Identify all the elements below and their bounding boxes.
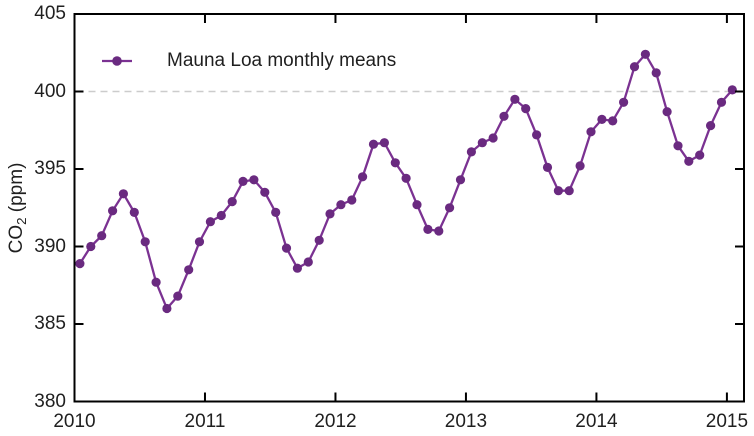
x-tick-label: 2015 — [705, 411, 749, 432]
data-point-marker — [129, 207, 139, 217]
y-tick-label: 390 — [34, 235, 66, 257]
data-point-marker — [695, 150, 705, 160]
data-point-marker — [281, 243, 292, 253]
legend: Mauna Loa monthly means — [101, 47, 396, 75]
y-tick-label: 405 — [34, 3, 66, 24]
data-point-marker — [401, 173, 411, 183]
data-point-marker — [466, 147, 476, 157]
y-tick-label: 380 — [34, 390, 66, 412]
data-point-marker — [184, 265, 194, 275]
data-point-marker — [325, 209, 335, 219]
data-point-marker — [358, 172, 368, 182]
y-axis-label-subscript: 2 — [14, 217, 29, 225]
data-point-marker — [455, 175, 466, 185]
data-point-marker — [390, 158, 400, 168]
data-point-marker — [271, 207, 281, 217]
data-point-marker — [86, 241, 96, 252]
data-point-marker — [379, 138, 389, 148]
data-point-marker — [488, 133, 498, 143]
y-tick-label: 385 — [34, 313, 66, 334]
data-point-marker — [575, 161, 585, 171]
data-point-marker — [597, 114, 607, 124]
data-point-marker — [238, 176, 248, 186]
y-tick-label: 400 — [34, 80, 66, 102]
data-point-marker — [194, 237, 205, 247]
data-point-marker — [368, 139, 379, 149]
data-point-marker — [118, 189, 128, 199]
data-point-marker — [108, 206, 118, 216]
data-point-marker — [684, 156, 694, 166]
data-point-marker — [706, 121, 716, 131]
data-point-marker — [434, 226, 444, 236]
data-point-marker — [249, 175, 259, 185]
data-point-marker — [542, 162, 553, 172]
data-point-marker — [629, 62, 640, 72]
data-point-marker — [727, 85, 737, 95]
y-tick-label: 395 — [34, 158, 66, 179]
x-tick-label: 2012 — [314, 411, 357, 432]
data-point-marker — [477, 138, 487, 148]
data-point-marker — [510, 94, 520, 104]
data-point-marker — [75, 259, 85, 269]
data-point-marker — [673, 141, 683, 151]
data-point-marker — [292, 263, 302, 273]
data-point-marker — [347, 195, 357, 205]
x-tick-label: 2010 — [53, 411, 96, 432]
data-point-marker — [445, 203, 455, 213]
data-point-marker — [619, 97, 629, 107]
data-point-marker — [640, 49, 651, 59]
data-point-marker — [336, 200, 346, 210]
data-point-marker — [260, 187, 270, 197]
data-point-marker — [173, 291, 183, 301]
data-point-marker — [521, 104, 531, 114]
data-point-marker — [499, 111, 509, 121]
data-point-marker — [162, 303, 172, 314]
data-point-marker — [651, 68, 661, 78]
data-point-marker — [532, 130, 542, 140]
data-point-marker — [608, 116, 618, 126]
data-point-marker — [216, 210, 226, 221]
data-point-marker — [412, 200, 422, 210]
data-point-marker — [227, 197, 237, 207]
data-point-marker — [586, 127, 596, 137]
data-point-marker — [423, 224, 433, 234]
plot-frame — [73, 13, 745, 403]
data-point-marker — [140, 237, 150, 247]
x-tick-label: 2011 — [184, 411, 226, 432]
data-point-marker — [97, 231, 107, 241]
data-point-marker — [662, 107, 672, 117]
data-point-marker — [205, 217, 215, 227]
x-tick-label: 2014 — [575, 411, 618, 432]
legend-marker-icon — [102, 56, 132, 66]
x-tick-label: 2013 — [444, 411, 488, 432]
data-point-marker — [303, 257, 313, 267]
legend-label: Mauna Loa monthly means — [167, 50, 397, 71]
data-point-marker — [314, 235, 324, 245]
data-point-marker — [553, 186, 564, 196]
data-point-marker — [564, 186, 574, 196]
data-point-marker — [151, 277, 161, 287]
data-point-marker — [716, 97, 727, 107]
